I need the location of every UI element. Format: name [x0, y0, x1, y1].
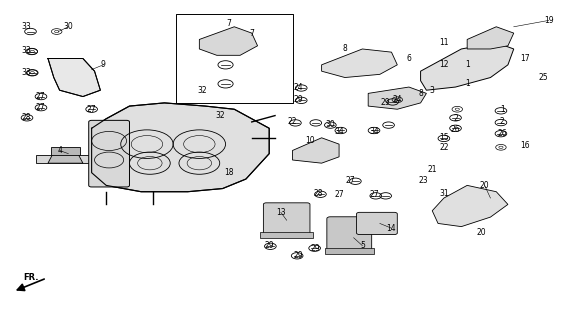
Text: 29: 29 [294, 95, 303, 104]
Text: 27: 27 [369, 190, 379, 199]
Text: 4: 4 [57, 146, 62, 155]
Text: 26: 26 [497, 129, 507, 138]
Text: 8: 8 [418, 89, 423, 98]
Text: 31: 31 [439, 189, 449, 198]
Text: 32: 32 [215, 111, 225, 120]
Text: 33: 33 [21, 46, 31, 55]
FancyBboxPatch shape [327, 217, 371, 251]
Text: 23: 23 [419, 176, 428, 185]
Polygon shape [467, 27, 514, 49]
Polygon shape [368, 87, 426, 109]
Bar [325, 248, 374, 253]
Text: 26: 26 [450, 125, 460, 134]
Polygon shape [48, 152, 83, 163]
Text: 18: 18 [223, 168, 233, 177]
Text: 27: 27 [334, 190, 344, 199]
Text: 17: 17 [521, 54, 530, 63]
Text: 22: 22 [288, 117, 297, 126]
Text: 28: 28 [314, 189, 324, 198]
Polygon shape [322, 49, 397, 77]
Text: 28: 28 [21, 113, 30, 122]
FancyBboxPatch shape [356, 212, 397, 235]
Text: 14: 14 [387, 224, 396, 233]
Text: 12: 12 [439, 60, 449, 69]
Text: 25: 25 [538, 73, 548, 82]
Polygon shape [199, 27, 257, 55]
Text: 2: 2 [500, 117, 504, 126]
Text: 24: 24 [393, 95, 402, 104]
Text: 1: 1 [465, 79, 470, 88]
Bar [36, 155, 95, 163]
Text: 27: 27 [87, 105, 97, 114]
Text: 3: 3 [430, 86, 435, 95]
Text: 30: 30 [325, 120, 335, 129]
Text: 29: 29 [264, 241, 274, 250]
Text: 2: 2 [453, 114, 458, 123]
Polygon shape [92, 103, 269, 192]
Text: 7: 7 [226, 19, 231, 28]
Text: 20: 20 [477, 228, 487, 237]
Text: 11: 11 [439, 38, 449, 47]
FancyBboxPatch shape [89, 120, 129, 187]
Bar [51, 147, 80, 155]
Polygon shape [292, 138, 339, 163]
Text: 15: 15 [439, 133, 449, 142]
Text: 7: 7 [249, 28, 254, 38]
Text: 5: 5 [360, 241, 365, 250]
Polygon shape [48, 59, 101, 97]
Text: 9: 9 [101, 60, 106, 69]
Text: 33: 33 [21, 22, 31, 31]
Text: 27: 27 [36, 92, 45, 101]
Text: 19: 19 [544, 16, 553, 25]
Polygon shape [432, 185, 508, 227]
Text: 32: 32 [198, 86, 207, 95]
Text: 27: 27 [346, 176, 356, 185]
Text: 27: 27 [36, 103, 45, 112]
Text: 29: 29 [311, 244, 321, 253]
Text: FR.: FR. [23, 273, 38, 282]
Text: 21: 21 [428, 165, 437, 174]
Text: 1: 1 [465, 60, 470, 69]
Text: 34: 34 [334, 127, 344, 136]
Text: 16: 16 [521, 141, 530, 150]
Text: 30: 30 [63, 22, 73, 31]
Text: 33: 33 [21, 68, 31, 77]
Text: 24: 24 [294, 83, 303, 92]
Bar [260, 232, 313, 238]
Text: 8: 8 [343, 44, 347, 53]
Text: 22: 22 [439, 143, 449, 152]
Text: 10: 10 [305, 136, 315, 146]
Text: 6: 6 [407, 54, 411, 63]
Text: 13: 13 [276, 208, 285, 217]
Text: 20: 20 [480, 181, 490, 190]
FancyBboxPatch shape [263, 203, 310, 235]
Text: 34: 34 [369, 127, 379, 136]
Text: 29: 29 [381, 99, 390, 108]
Text: 29: 29 [294, 251, 303, 260]
Text: 1: 1 [500, 105, 504, 114]
Polygon shape [421, 43, 514, 90]
